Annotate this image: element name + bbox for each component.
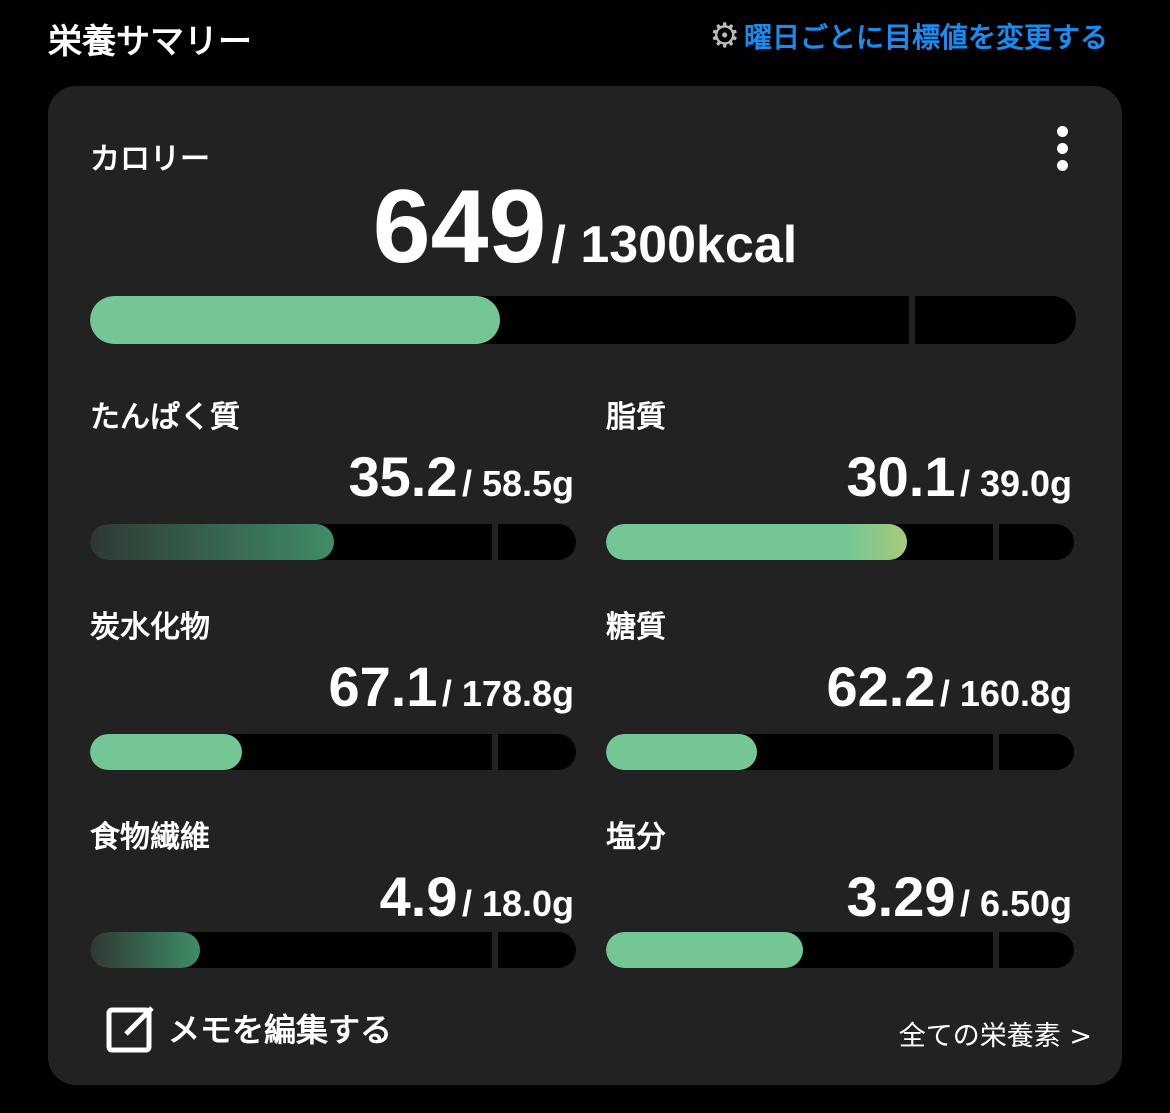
nutrient-target: / 160.8g: [939, 673, 1072, 714]
nutrient-label: 食物繊維: [90, 820, 210, 855]
nutrient-target: / 18.0g: [461, 883, 574, 924]
calorie-label: カロリー: [90, 142, 210, 177]
settings-link-label: 曜日ごとに目標値を変更する: [743, 21, 1108, 54]
nutrient-target: / 6.50g: [959, 883, 1072, 924]
calorie-current: 649: [372, 169, 547, 285]
nutrient-progress-fill: [90, 734, 242, 770]
nutrient-progress-bar: [606, 932, 1074, 968]
target-marker: [993, 524, 999, 560]
target-marker: [492, 734, 498, 770]
nutrient-value: 30.1 / 39.0g: [606, 444, 1072, 509]
calorie-target: / 1300kcal: [551, 216, 798, 274]
target-marker: [993, 734, 999, 770]
nutrient-value: 62.2 / 160.8g: [606, 654, 1072, 719]
nutrient-label: 炭水化物: [90, 610, 210, 645]
page-title: 栄養サマリー: [48, 22, 252, 62]
nutrient-progress-bar: [90, 734, 576, 770]
nutrient-target: / 39.0g: [959, 463, 1072, 504]
nutrient-label: 塩分: [606, 820, 666, 855]
nutrient-progress-fill: [606, 524, 908, 560]
nutrient-label: 脂質: [606, 400, 666, 435]
all-nutrients-link[interactable]: 全ての栄養素 >: [898, 1021, 1092, 1052]
edit-note-icon: [106, 1006, 154, 1053]
edit-memo-label: メモを編集する: [168, 1011, 393, 1049]
change-weekday-targets-link[interactable]: ⚙ 曜日ごとに目標値を変更する: [710, 16, 1109, 56]
nutrient-value: 3.29 / 6.50g: [606, 864, 1072, 929]
target-marker: [993, 932, 999, 968]
nutrient-progress-bar: [606, 734, 1074, 770]
more-options-icon[interactable]: [1050, 126, 1074, 171]
nutrient-current: 3.29: [846, 865, 956, 928]
nutrient-current: 35.2: [348, 445, 458, 508]
nutrient-current: 4.9: [379, 865, 458, 928]
nutrient-progress-fill: [90, 524, 334, 560]
nutrient-progress-bar: [90, 524, 576, 560]
nutrient-progress-fill: [90, 932, 201, 968]
calorie-progress-bar: [90, 296, 1076, 344]
calorie-value: 649 / 1300kcal: [48, 168, 1122, 287]
target-marker: [492, 932, 498, 968]
nutrient-progress-fill: [606, 932, 804, 968]
calorie-progress-fill: [90, 296, 500, 344]
nutrient-value: 4.9 / 18.0g: [90, 864, 574, 929]
target-marker: [908, 296, 915, 344]
nutrient-label: 糖質: [606, 610, 666, 645]
nutrient-value: 67.1 / 178.8g: [90, 654, 574, 719]
nutrient-progress-bar: [606, 524, 1074, 560]
nutrient-target: / 58.5g: [461, 463, 574, 504]
edit-memo-button[interactable]: メモを編集する: [104, 1000, 392, 1056]
nutrient-current: 62.2: [826, 655, 936, 718]
nutrient-current: 30.1: [846, 445, 956, 508]
nutrient-target: / 178.8g: [441, 673, 574, 714]
nutrient-value: 35.2 / 58.5g: [90, 444, 574, 509]
gear-icon: ⚙: [709, 16, 740, 56]
nutrition-summary-card: カロリー 649 / 1300kcal たんぱく質 35.2 / 58.5g 脂…: [48, 86, 1122, 1085]
target-marker: [492, 524, 498, 560]
nutrient-progress-bar: [90, 932, 576, 968]
nutrient-progress-fill: [606, 734, 757, 770]
nutrient-current: 67.1: [328, 655, 438, 718]
nutrient-label: たんぱく質: [90, 400, 240, 435]
